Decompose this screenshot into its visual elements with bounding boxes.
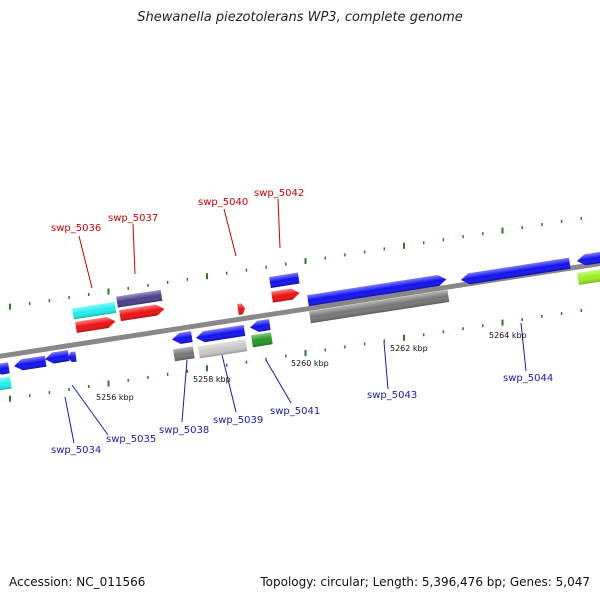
accession-text: Accession: NC_011566 xyxy=(9,575,146,589)
gene-label-swp-5037: swp_5037 xyxy=(108,213,158,224)
gene-swp-5043-blue xyxy=(307,275,447,307)
gene-swp-5044-blue xyxy=(461,257,571,285)
gene-label-swp-5039: swp_5039 xyxy=(213,415,263,426)
gene-swp-5037-red xyxy=(119,304,165,322)
gene-swp-5036 xyxy=(72,301,117,320)
gene-swp-5037-shading xyxy=(116,289,163,308)
gene-swp-5034-blue xyxy=(0,362,10,375)
gene-small-blue xyxy=(68,351,77,363)
scale-label: 5256 kbp xyxy=(96,393,134,402)
gene-swp-5035-blue-shading xyxy=(14,355,47,371)
gene-swp-5036-red xyxy=(75,317,116,333)
gene-swp-5035b-blue xyxy=(45,350,70,364)
gene-swp-5039-blue xyxy=(196,325,246,343)
gene-swp-5039-lightgray xyxy=(198,339,248,359)
gene-label-swp-5038: swp_5038 xyxy=(159,425,209,436)
callout-line xyxy=(132,223,136,275)
gene-swp-5040-red xyxy=(237,303,245,315)
gene-swp-5038-blue-shading xyxy=(172,331,193,344)
gene-swp-5039-lightgray-shading xyxy=(198,339,248,359)
gene-swp-5035-blue xyxy=(14,355,47,371)
gene-swp-5036-red-shading xyxy=(75,317,116,333)
gene-swp-5041-blue-shading xyxy=(250,319,271,332)
gene-swp-5043-gray xyxy=(309,290,450,324)
gene-swp-5042-blue xyxy=(269,272,300,288)
gene-swp-5038-blue xyxy=(172,331,193,344)
gene-swp-5037-red-shading xyxy=(119,304,165,322)
gene-swp-5034-blue-shading xyxy=(0,362,10,375)
callout-line xyxy=(520,322,527,372)
gene-swp-5034-cyan-shading xyxy=(0,376,12,391)
callout-line xyxy=(383,341,389,390)
gene-label-swp-5043: swp_5043 xyxy=(367,390,417,401)
scale-label: 5258 kbp xyxy=(193,375,231,384)
gene-swp-5041-green-shading xyxy=(251,332,273,348)
callout-line xyxy=(277,198,281,249)
callout-line xyxy=(221,354,237,413)
gene-swp-5042-blue-shading xyxy=(269,272,300,288)
gene-swp-5035b-blue-shading xyxy=(45,350,70,364)
gene-swp-5038-gray xyxy=(173,346,195,362)
callout-line xyxy=(223,208,237,257)
gene-swp-5034-cyan xyxy=(0,376,12,391)
callout-line xyxy=(64,396,75,444)
gene-label-swp-5034: swp_5034 xyxy=(51,445,101,456)
gene-swp-5044-blue-shading xyxy=(461,257,571,285)
gene-swp-5042-red-shading xyxy=(271,288,300,303)
gene-label-swp-5035: swp_5035 xyxy=(106,434,156,445)
figure-title: Shewanella piezotolerans WP3, complete g… xyxy=(137,10,463,25)
gene-edge-lime-shading xyxy=(577,268,600,285)
callout-line xyxy=(181,359,188,423)
callout-line xyxy=(71,384,109,436)
gene-label-swp-5041: swp_5041 xyxy=(270,406,320,417)
label-callouts xyxy=(64,198,527,444)
gene-features xyxy=(0,251,600,391)
gene-swp-5042-red xyxy=(271,288,300,303)
gene-swp-5041-green xyxy=(251,332,273,348)
gene-swp-5036-shading xyxy=(72,301,117,320)
gene-swp-5038-gray-shading xyxy=(173,346,195,362)
genome-summary-text: Topology: circular; Length: 5,396,476 bp… xyxy=(260,575,590,589)
gene-swp-5043-gray-shading xyxy=(309,290,450,324)
gene-label-swp-5042: swp_5042 xyxy=(254,188,304,199)
callout-line xyxy=(265,359,292,404)
gene-label-swp-5040: swp_5040 xyxy=(198,197,248,208)
scale-label: 5264 kbp xyxy=(489,331,527,340)
gene-label-swp-5044: swp_5044 xyxy=(503,373,553,384)
gene-swp-5037 xyxy=(116,289,163,308)
gene-swp-5041-blue xyxy=(250,319,271,332)
gene-swp-5040-red-shading xyxy=(237,303,245,315)
scale-label: 5260 kbp xyxy=(291,359,329,368)
gene-label-swp-5036: swp_5036 xyxy=(51,223,101,234)
scale-label: 5262 kbp xyxy=(390,344,428,353)
gene-swp-5043-blue-shading xyxy=(307,275,447,307)
callout-line xyxy=(78,235,93,289)
gene-small-blue-shading xyxy=(68,351,77,363)
gene-swp-5039-blue-shading xyxy=(196,325,246,343)
gene-edge-lime xyxy=(577,268,600,285)
tick-marks xyxy=(9,216,583,402)
